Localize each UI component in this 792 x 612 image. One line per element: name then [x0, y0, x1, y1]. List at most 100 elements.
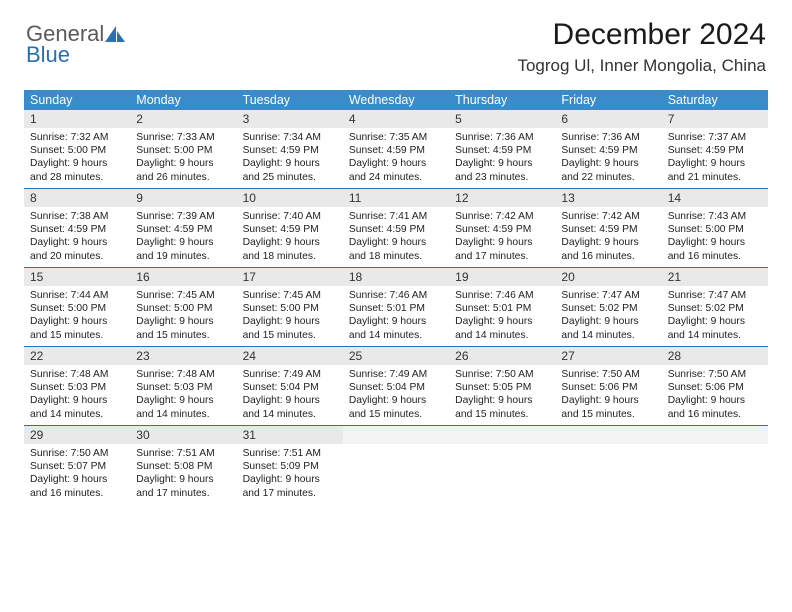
day-line-d1: Daylight: 9 hours [668, 236, 762, 249]
day-number: . [555, 426, 661, 444]
day-details: Sunrise: 7:50 AMSunset: 5:06 PMDaylight:… [662, 365, 768, 425]
day-line-d2: and 18 minutes. [349, 250, 443, 263]
day-number: 19 [449, 268, 555, 286]
day-line-d2: and 15 minutes. [455, 408, 549, 421]
day-line-sr: Sunrise: 7:33 AM [136, 131, 230, 144]
day-details: Sunrise: 7:50 AMSunset: 5:06 PMDaylight:… [555, 365, 661, 425]
day-line-ss: Sunset: 5:02 PM [668, 302, 762, 315]
day-number: 9 [130, 189, 236, 207]
day-cell: 31Sunrise: 7:51 AMSunset: 5:09 PMDayligh… [237, 426, 343, 504]
day-line-sr: Sunrise: 7:48 AM [136, 368, 230, 381]
day-line-ss: Sunset: 5:02 PM [561, 302, 655, 315]
day-line-d1: Daylight: 9 hours [243, 394, 337, 407]
day-cell: 28Sunrise: 7:50 AMSunset: 5:06 PMDayligh… [662, 347, 768, 425]
day-number: 23 [130, 347, 236, 365]
day-details: Sunrise: 7:50 AMSunset: 5:05 PMDaylight:… [449, 365, 555, 425]
day-line-d2: and 14 minutes. [668, 329, 762, 342]
day-number: 22 [24, 347, 130, 365]
day-line-ss: Sunset: 5:06 PM [561, 381, 655, 394]
day-line-d1: Daylight: 9 hours [668, 157, 762, 170]
day-line-d2: and 16 minutes. [561, 250, 655, 263]
month-title: December 2024 [517, 18, 766, 52]
day-line-ss: Sunset: 5:08 PM [136, 460, 230, 473]
day-details: Sunrise: 7:33 AMSunset: 5:00 PMDaylight:… [130, 128, 236, 188]
day-number: 30 [130, 426, 236, 444]
day-line-sr: Sunrise: 7:50 AM [668, 368, 762, 381]
day-details: Sunrise: 7:51 AMSunset: 5:09 PMDaylight:… [237, 444, 343, 504]
day-number: 1 [24, 110, 130, 128]
week-row: 15Sunrise: 7:44 AMSunset: 5:00 PMDayligh… [24, 267, 768, 346]
logo-text-blue: Blue [26, 45, 126, 66]
day-cell: 16Sunrise: 7:45 AMSunset: 5:00 PMDayligh… [130, 268, 236, 346]
day-cell: . [449, 426, 555, 504]
weekday-header: Thursday [449, 90, 555, 110]
day-number: 31 [237, 426, 343, 444]
day-line-d1: Daylight: 9 hours [136, 473, 230, 486]
day-line-sr: Sunrise: 7:51 AM [243, 447, 337, 460]
day-line-sr: Sunrise: 7:46 AM [349, 289, 443, 302]
day-details: Sunrise: 7:37 AMSunset: 4:59 PMDaylight:… [662, 128, 768, 188]
day-number: 18 [343, 268, 449, 286]
day-line-d1: Daylight: 9 hours [30, 236, 124, 249]
day-line-d2: and 17 minutes. [243, 487, 337, 500]
day-cell: 15Sunrise: 7:44 AMSunset: 5:00 PMDayligh… [24, 268, 130, 346]
day-line-ss: Sunset: 5:00 PM [668, 223, 762, 236]
day-line-d1: Daylight: 9 hours [455, 315, 549, 328]
weekday-header: Friday [555, 90, 661, 110]
day-line-d2: and 19 minutes. [136, 250, 230, 263]
day-line-d2: and 15 minutes. [136, 329, 230, 342]
day-line-sr: Sunrise: 7:51 AM [136, 447, 230, 460]
day-line-ss: Sunset: 4:59 PM [349, 144, 443, 157]
day-line-d2: and 23 minutes. [455, 171, 549, 184]
day-number: 8 [24, 189, 130, 207]
day-details: Sunrise: 7:48 AMSunset: 5:03 PMDaylight:… [130, 365, 236, 425]
day-cell: 27Sunrise: 7:50 AMSunset: 5:06 PMDayligh… [555, 347, 661, 425]
weekday-header: Sunday [24, 90, 130, 110]
day-line-sr: Sunrise: 7:34 AM [243, 131, 337, 144]
day-line-ss: Sunset: 4:59 PM [30, 223, 124, 236]
day-details: Sunrise: 7:49 AMSunset: 5:04 PMDaylight:… [237, 365, 343, 425]
day-line-d1: Daylight: 9 hours [561, 315, 655, 328]
day-number: 5 [449, 110, 555, 128]
day-line-d1: Daylight: 9 hours [349, 236, 443, 249]
day-cell: 18Sunrise: 7:46 AMSunset: 5:01 PMDayligh… [343, 268, 449, 346]
day-line-d2: and 14 minutes. [136, 408, 230, 421]
day-line-d2: and 17 minutes. [136, 487, 230, 500]
day-line-d2: and 16 minutes. [30, 487, 124, 500]
week-row: 8Sunrise: 7:38 AMSunset: 4:59 PMDaylight… [24, 188, 768, 267]
day-line-sr: Sunrise: 7:45 AM [243, 289, 337, 302]
day-number: 17 [237, 268, 343, 286]
day-cell: 4Sunrise: 7:35 AMSunset: 4:59 PMDaylight… [343, 110, 449, 188]
day-line-d1: Daylight: 9 hours [668, 394, 762, 407]
day-line-d1: Daylight: 9 hours [136, 315, 230, 328]
day-details: Sunrise: 7:38 AMSunset: 4:59 PMDaylight:… [24, 207, 130, 267]
day-line-d1: Daylight: 9 hours [561, 236, 655, 249]
day-line-d1: Daylight: 9 hours [30, 315, 124, 328]
day-line-sr: Sunrise: 7:43 AM [668, 210, 762, 223]
weekday-header: Monday [130, 90, 236, 110]
day-details: Sunrise: 7:44 AMSunset: 5:00 PMDaylight:… [24, 286, 130, 346]
day-number: 24 [237, 347, 343, 365]
day-number: 7 [662, 110, 768, 128]
day-cell: 29Sunrise: 7:50 AMSunset: 5:07 PMDayligh… [24, 426, 130, 504]
day-cell: 1Sunrise: 7:32 AMSunset: 5:00 PMDaylight… [24, 110, 130, 188]
weekday-header: Wednesday [343, 90, 449, 110]
day-number: . [662, 426, 768, 444]
day-line-d2: and 15 minutes. [561, 408, 655, 421]
day-cell: 25Sunrise: 7:49 AMSunset: 5:04 PMDayligh… [343, 347, 449, 425]
day-line-ss: Sunset: 4:59 PM [455, 223, 549, 236]
day-line-ss: Sunset: 5:04 PM [243, 381, 337, 394]
day-line-d1: Daylight: 9 hours [455, 394, 549, 407]
day-cell: 5Sunrise: 7:36 AMSunset: 4:59 PMDaylight… [449, 110, 555, 188]
day-number: 16 [130, 268, 236, 286]
day-details: Sunrise: 7:35 AMSunset: 4:59 PMDaylight:… [343, 128, 449, 188]
day-line-d1: Daylight: 9 hours [136, 394, 230, 407]
day-cell: 2Sunrise: 7:33 AMSunset: 5:00 PMDaylight… [130, 110, 236, 188]
day-line-d2: and 18 minutes. [243, 250, 337, 263]
day-cell: 19Sunrise: 7:46 AMSunset: 5:01 PMDayligh… [449, 268, 555, 346]
day-line-ss: Sunset: 5:03 PM [30, 381, 124, 394]
day-line-d2: and 14 minutes. [561, 329, 655, 342]
day-details: Sunrise: 7:40 AMSunset: 4:59 PMDaylight:… [237, 207, 343, 267]
day-line-ss: Sunset: 5:00 PM [136, 302, 230, 315]
day-line-d2: and 22 minutes. [561, 171, 655, 184]
